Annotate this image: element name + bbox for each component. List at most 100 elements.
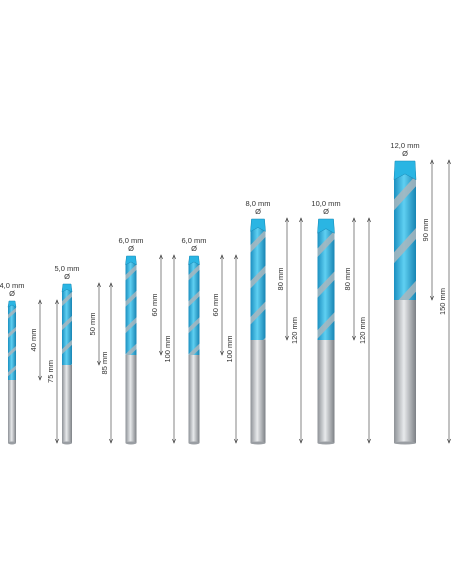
drill-bit: [393, 160, 417, 445]
shank-end: [62, 441, 72, 445]
shank: [125, 353, 137, 443]
shank-end: [394, 441, 416, 445]
dimension-label: 80 mm: [276, 268, 285, 291]
flute-groove: [394, 278, 416, 300]
dimension-arrow: [234, 438, 238, 444]
diameter-symbol: Ø: [323, 207, 329, 216]
flute-groove: [125, 262, 137, 283]
shank-end: [317, 441, 335, 445]
flute: [125, 256, 137, 355]
carbide-tip: [188, 255, 200, 266]
drill-bit: [250, 218, 266, 445]
flute-groove: [8, 363, 16, 378]
drill-bit: [317, 218, 335, 445]
diameter-label: 6,0 mm: [118, 236, 143, 245]
diameter-symbol: Ø: [9, 289, 15, 298]
carbide-tip: [393, 160, 417, 181]
flute-groove: [394, 225, 416, 266]
flute-groove: [317, 310, 335, 340]
dimension-arrow: [299, 217, 303, 223]
dimension-arrow: [367, 438, 371, 444]
dimension-arrow: [109, 438, 113, 444]
dimension-arrow: [367, 217, 371, 223]
dimension-arrow: [234, 254, 238, 260]
flute-groove: [317, 228, 335, 260]
diameter-label: 4,0 mm: [0, 281, 25, 290]
flute: [394, 161, 416, 300]
flute-groove: [188, 315, 200, 336]
dimension-arrow: [97, 282, 101, 288]
dimension-arrow: [97, 360, 101, 366]
flute-groove: [250, 299, 266, 327]
carbide-tip: [61, 283, 73, 293]
drill-bit: [7, 300, 17, 445]
carbide-tip: [7, 300, 17, 308]
dimension-label: 40 mm: [29, 329, 38, 352]
shank-end: [8, 441, 16, 445]
shank-end: [125, 441, 137, 445]
flute-groove: [62, 290, 72, 308]
flute-groove: [125, 341, 137, 355]
diameter-symbol: Ø: [402, 149, 408, 158]
dimension-label: 120 mm: [358, 317, 367, 344]
dimension-label: 80 mm: [343, 268, 352, 291]
flute-body: [8, 301, 16, 380]
shank: [62, 363, 72, 443]
drill-bit: [125, 255, 137, 445]
dimension-arrow: [109, 282, 113, 288]
diameter-label: 5,0 mm: [54, 264, 79, 273]
shank: [250, 338, 266, 443]
flute-groove: [250, 227, 266, 255]
dimension-arrow: [220, 350, 224, 356]
drill-bit: [188, 255, 200, 445]
dimension-arrow: [159, 254, 163, 260]
flute-groove: [62, 314, 72, 332]
dimension-arrow: [38, 375, 42, 381]
dimension-label: 60 mm: [211, 294, 220, 317]
diameter-symbol: Ø: [191, 244, 197, 253]
diameter-symbol: Ø: [128, 244, 134, 253]
carbide-tip: [250, 218, 266, 232]
shank-end: [250, 441, 266, 445]
flute-groove: [125, 315, 137, 336]
dimension-arrow: [285, 335, 289, 341]
dimension-arrow: [447, 438, 451, 444]
dimension-label: 85 mm: [100, 352, 109, 375]
dimension-arrow: [285, 217, 289, 223]
flute-body: [188, 256, 200, 355]
drill-bit: [61, 283, 73, 445]
carbide-tip: [125, 255, 137, 266]
flute: [188, 256, 200, 355]
dimension-arrow: [299, 438, 303, 444]
dimension-arrow: [55, 299, 59, 305]
dimension-label: 50 mm: [88, 313, 97, 336]
dimension-label: 60 mm: [150, 294, 159, 317]
dimension-label: 75 mm: [46, 360, 55, 383]
diameter-label: 10,0 mm: [311, 199, 340, 208]
shank: [394, 298, 416, 443]
flute-body: [125, 256, 137, 355]
flute: [317, 219, 335, 340]
dimension-arrow: [447, 159, 451, 165]
carbide-tip: [317, 218, 335, 234]
dimension-label: 120 mm: [290, 317, 299, 344]
dimension-arrow: [220, 254, 224, 260]
shank: [317, 338, 335, 443]
dimension-label: 100 mm: [225, 335, 234, 362]
shank: [8, 378, 16, 443]
dimension-arrow: [352, 335, 356, 341]
flute-groove: [188, 288, 200, 309]
flute-groove: [125, 288, 137, 309]
flute-groove: [8, 325, 16, 340]
flute-groove: [62, 338, 72, 356]
shank-end: [188, 441, 200, 445]
diameter-label: 6,0 mm: [181, 236, 206, 245]
dimension-arrow: [55, 438, 59, 444]
dimension-arrow: [172, 438, 176, 444]
diameter-label: 12,0 mm: [390, 141, 419, 150]
flute: [250, 219, 266, 340]
flute-groove: [394, 173, 416, 213]
dimension-label: 100 mm: [163, 335, 172, 362]
dimension-arrow: [352, 217, 356, 223]
